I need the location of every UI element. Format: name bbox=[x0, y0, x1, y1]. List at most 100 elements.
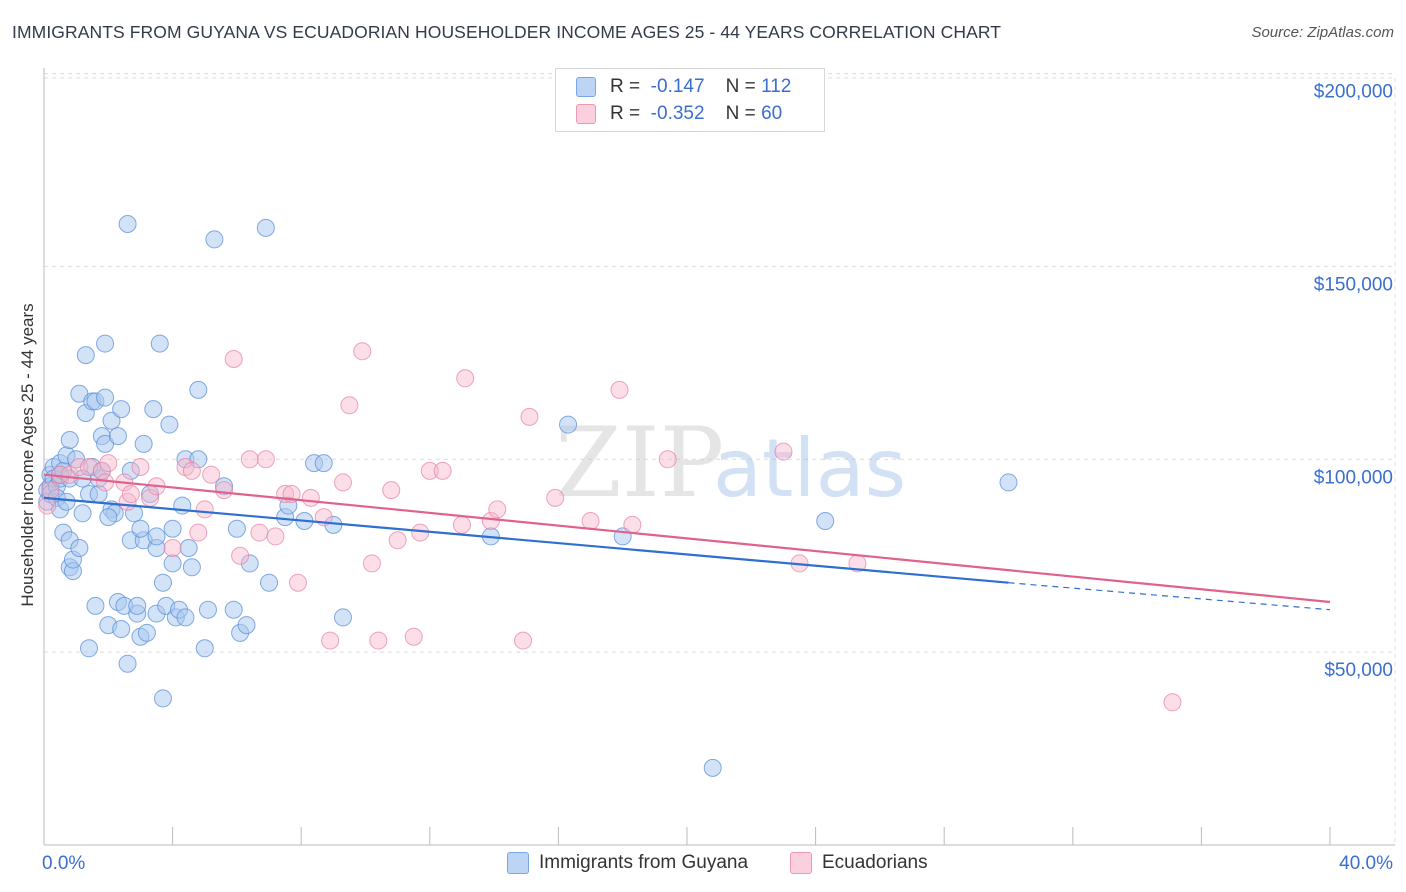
data-point-guyana bbox=[112, 620, 131, 638]
data-point-ecuadorian bbox=[369, 631, 388, 650]
legend-item-ecuadorians: Ecuadorians bbox=[790, 852, 928, 874]
legend-label-ecuadorians: Ecuadorians bbox=[822, 852, 928, 873]
data-point-ecuadorian bbox=[301, 488, 320, 507]
data-point-guyana bbox=[150, 334, 169, 353]
y-axis-title: Householder Income Ages 25 - 44 years bbox=[18, 303, 37, 607]
data-point-guyana bbox=[131, 519, 150, 538]
legend-swatch-guyana bbox=[507, 852, 529, 874]
data-point-ecuadorian bbox=[353, 342, 372, 361]
data-point-guyana bbox=[80, 639, 99, 658]
chart-title: IMMIGRANTS FROM GUYANA VS ECUADORIAN HOU… bbox=[12, 22, 1002, 42]
data-point-guyana bbox=[182, 558, 201, 577]
data-point-guyana bbox=[153, 689, 172, 708]
legend-item-guyana: Immigrants from Guyana bbox=[507, 852, 748, 874]
data-point-ecuadorian bbox=[481, 512, 500, 530]
data-point-ecuadorian bbox=[256, 450, 275, 469]
data-point-ecuadorian bbox=[99, 454, 118, 473]
y-tick-label: $100,000 bbox=[1314, 467, 1393, 488]
data-point-guyana bbox=[237, 616, 256, 635]
source-label: Source: ZipAtlas.com bbox=[1251, 24, 1394, 41]
data-point-ecuadorian bbox=[774, 442, 793, 461]
legend-r-label: R = bbox=[610, 76, 641, 97]
data-point-guyana bbox=[160, 415, 179, 434]
data-point-guyana bbox=[215, 477, 234, 496]
legend-swatch-ecuadorians bbox=[790, 852, 812, 874]
data-point-guyana bbox=[559, 415, 578, 434]
data-point-guyana bbox=[260, 573, 279, 592]
data-point-ecuadorian bbox=[189, 523, 208, 542]
x-tick-label: 0.0% bbox=[42, 853, 85, 874]
data-point-guyana bbox=[279, 496, 298, 515]
data-point-ecuadorian bbox=[195, 500, 214, 519]
data-point-guyana bbox=[137, 623, 156, 642]
data-point-guyana bbox=[108, 427, 127, 446]
data-point-ecuadorian bbox=[514, 631, 533, 650]
trend-line-guyana bbox=[43, 496, 1009, 584]
data-point-guyana bbox=[314, 454, 333, 473]
legend-n-label: N = bbox=[725, 76, 756, 97]
data-point-ecuadorian bbox=[623, 515, 642, 534]
watermark-zip: ZIP bbox=[555, 407, 724, 519]
legend-swatch-guyana bbox=[576, 77, 596, 97]
data-point-guyana bbox=[227, 519, 246, 538]
data-point-guyana bbox=[240, 554, 259, 573]
data-point-guyana bbox=[147, 527, 166, 546]
data-point-guyana bbox=[163, 554, 182, 573]
trend-lines bbox=[43, 473, 1331, 611]
data-point-ecuadorian bbox=[288, 573, 307, 592]
data-point-ecuadorian bbox=[581, 512, 600, 530]
data-point-ecuadorian bbox=[182, 461, 201, 480]
data-point-guyana bbox=[76, 346, 95, 365]
data-point-ecuadorian bbox=[420, 461, 439, 480]
data-point-guyana bbox=[96, 388, 115, 407]
legend-r-label: R = bbox=[610, 103, 641, 124]
data-point-guyana bbox=[999, 473, 1018, 492]
data-point-ecuadorian bbox=[266, 527, 285, 546]
data-point-guyana bbox=[99, 508, 118, 527]
data-point-guyana bbox=[73, 504, 92, 523]
data-point-ecuadorian bbox=[70, 458, 89, 476]
watermark-atlas: atlas bbox=[713, 422, 906, 515]
data-point-ecuadorian bbox=[333, 473, 352, 492]
data-point-guyana bbox=[176, 608, 195, 627]
legend-n-value: 60 bbox=[761, 103, 783, 124]
data-point-ecuadorian bbox=[202, 465, 221, 484]
data-point-ecuadorian bbox=[215, 481, 234, 500]
legend-row-ecuadorians: R = -0.352 N = 60 bbox=[576, 101, 782, 127]
data-point-guyana bbox=[816, 512, 835, 530]
trend-line-ecuadorians bbox=[43, 473, 1331, 604]
data-point-guyana bbox=[57, 492, 76, 511]
data-point-guyana bbox=[118, 654, 137, 673]
stats-legend: R = -0.147 N = 112 R = -0.352 N = 60 bbox=[555, 68, 825, 132]
data-point-ecuadorian bbox=[131, 458, 150, 476]
data-point-guyana bbox=[60, 431, 79, 449]
data-point-guyana bbox=[256, 218, 275, 237]
y-tick-label: $200,000 bbox=[1314, 82, 1393, 103]
data-point-guyana bbox=[703, 758, 722, 777]
data-point-ecuadorian bbox=[1163, 693, 1182, 712]
legend-r-value: -0.147 bbox=[650, 76, 705, 97]
legend-n-label: N = bbox=[725, 103, 756, 124]
data-point-guyana bbox=[70, 539, 89, 557]
data-point-guyana bbox=[134, 434, 153, 453]
data-point-guyana bbox=[198, 600, 217, 619]
legend-n-value: 112 bbox=[761, 76, 792, 97]
data-point-guyana bbox=[163, 519, 182, 538]
data-point-guyana bbox=[96, 334, 115, 353]
data-point-ecuadorian bbox=[456, 369, 475, 388]
legend-swatch-ecuadorians bbox=[576, 104, 596, 124]
data-point-ecuadorian bbox=[60, 465, 79, 484]
data-point-ecuadorian bbox=[231, 546, 250, 565]
data-point-ecuadorian bbox=[250, 523, 269, 542]
data-point-guyana bbox=[128, 596, 147, 615]
data-point-ecuadorian bbox=[382, 481, 401, 500]
trend-line-guyana-extension bbox=[1008, 582, 1331, 611]
data-point-ecuadorian bbox=[163, 539, 182, 557]
legend-r-value: -0.352 bbox=[650, 103, 705, 124]
series-guyana bbox=[38, 215, 1018, 777]
data-point-ecuadorian bbox=[240, 450, 259, 469]
y-tick-label: $150,000 bbox=[1314, 274, 1393, 295]
data-point-guyana bbox=[205, 230, 224, 249]
data-point-ecuadorian bbox=[340, 396, 359, 415]
